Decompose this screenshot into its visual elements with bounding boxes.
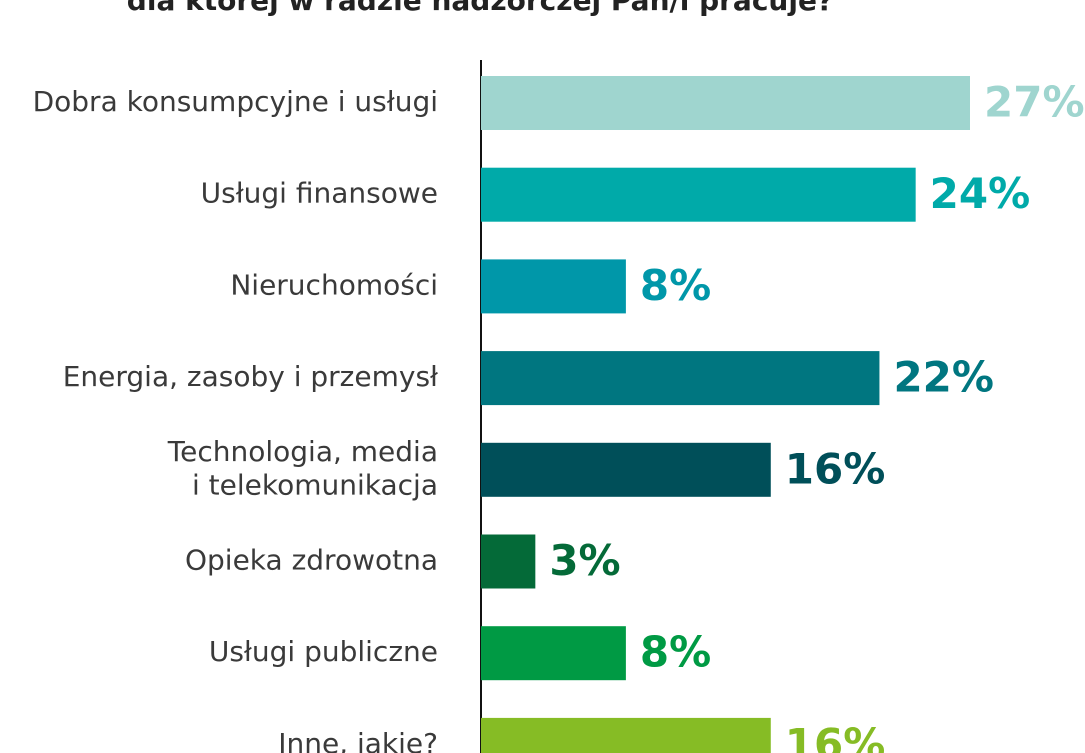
value-label: 16% [785,444,886,493]
category-label: Nieruchomości [230,268,438,301]
bar [481,259,626,314]
category-label: Opieka zdrowotna [185,544,438,577]
category-label: Technologia, media i telekomunikacja [167,435,438,502]
value-label: 27% [984,78,1085,127]
bar [481,534,536,589]
bar [481,351,880,406]
category-label: Usługi publiczne [209,635,438,668]
bar [481,626,626,681]
category-label: Inne, jakie? [278,727,438,753]
value-label: 8% [640,261,711,310]
bar [481,167,916,222]
value-label: 24% [930,169,1031,218]
chart-title: dla której w radzie nadzorczej Pan/i pra… [127,0,833,17]
value-label: 3% [549,536,620,585]
bar [481,76,970,130]
bar [481,717,771,753]
category-label: Energia, zasoby i przemysł [63,360,438,393]
category-label: Dobra konsumpcyjne i usługi [33,85,438,118]
bar [481,442,771,497]
category-label: Usługi finansowe [201,177,438,210]
value-label: 22% [893,353,994,402]
value-label: 16% [785,719,886,753]
value-label: 8% [640,628,711,677]
